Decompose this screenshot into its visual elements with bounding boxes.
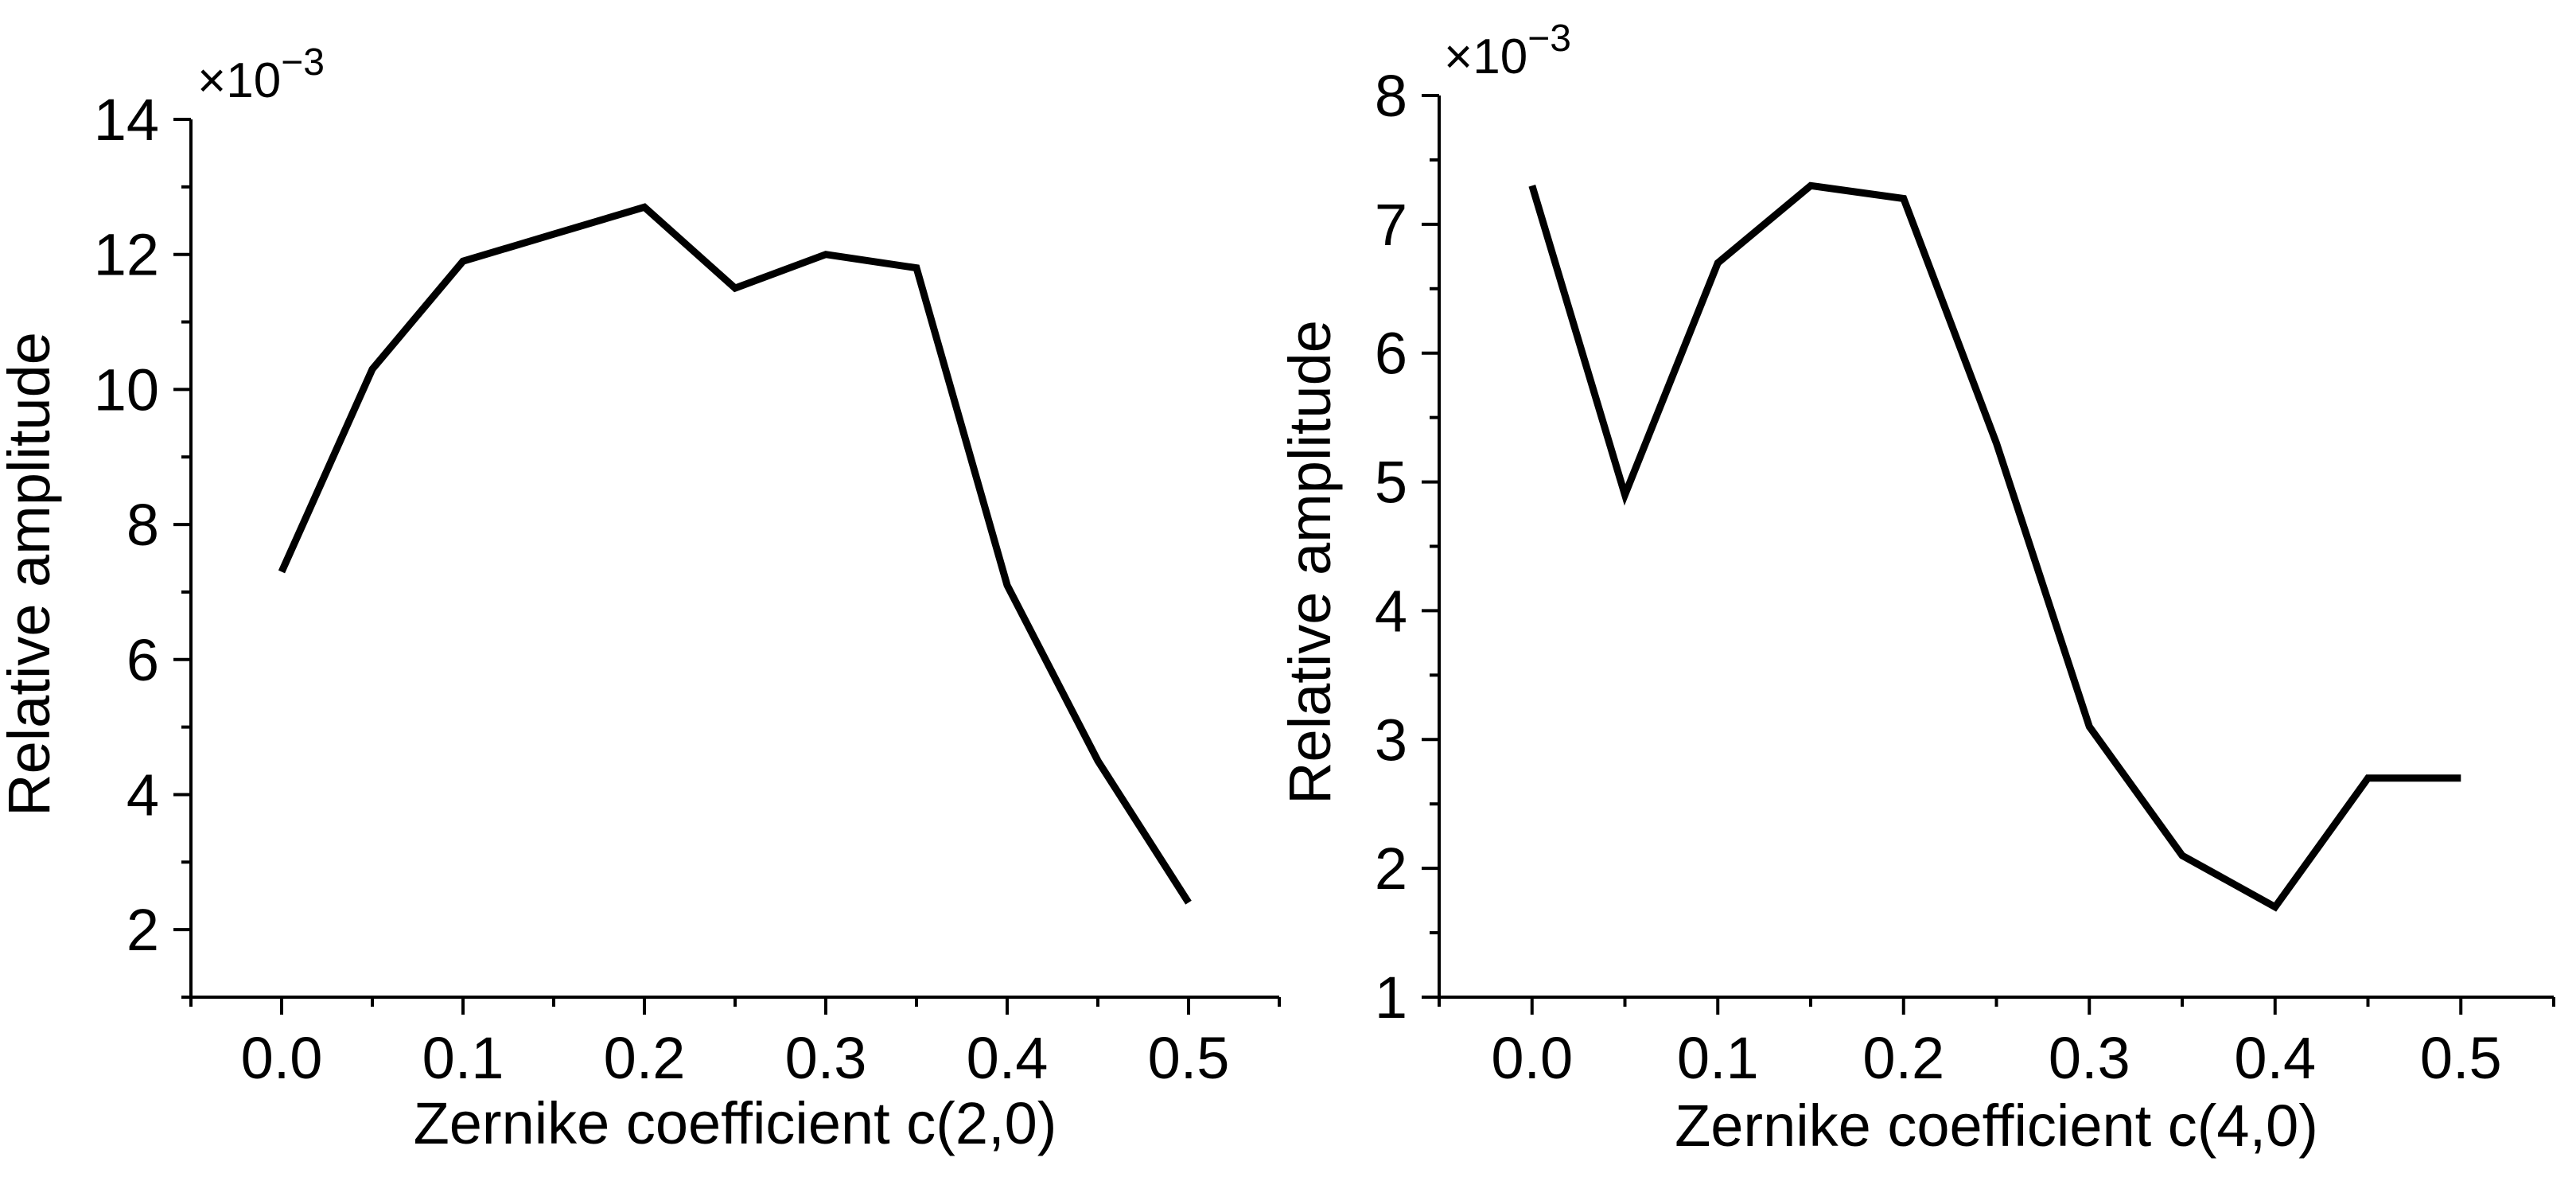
y-multiplier: ×10−3	[1444, 18, 1571, 84]
y-tick-label: 2	[1375, 836, 1407, 902]
x-axis-label: Zernike coefficient c(4,0)	[1675, 1093, 2318, 1159]
series-line	[278, 203, 1192, 905]
x-tick-label: 0.4	[2234, 1025, 2316, 1091]
x-tick-label: 0.0	[1491, 1025, 1573, 1091]
x-tick-label: 0.1	[1677, 1025, 1759, 1091]
y-tick-label: 12	[94, 222, 159, 288]
y-tick-label: 6	[126, 627, 159, 693]
y-tick-label: 10	[94, 357, 159, 423]
x-tick-label: 0.4	[967, 1025, 1049, 1091]
x-tick-label: 0.2	[1862, 1025, 1944, 1091]
y-tick-label: 1	[1375, 965, 1407, 1031]
y-tick-label: 4	[1375, 578, 1407, 644]
series-line	[1528, 181, 2461, 912]
x-tick-label: 0.3	[2049, 1025, 2130, 1091]
y-multiplier: ×10−3	[197, 41, 325, 108]
y-tick-label: 8	[1375, 63, 1407, 129]
x-tick-label: 0.5	[2420, 1025, 2502, 1091]
x-tick-label: 0.3	[785, 1025, 867, 1091]
y-axis-label: Relative amplitude	[0, 332, 62, 816]
x-tick-label: 0.5	[1148, 1025, 1230, 1091]
y-tick-label: 3	[1375, 707, 1407, 773]
chart-left: 0.0 0.1 0.2 0.3 0.4 0.5 2 4 6 8 10 12 14 Zernike coef…	[0, 41, 1281, 1156]
y-tick-label: 4	[126, 762, 159, 828]
y-axis-label: Relative amplitude	[1277, 320, 1343, 805]
y-tick-label: 7	[1375, 192, 1407, 258]
chart-right: 0.0 0.1 0.2 0.3 0.4 0.5 1 2 3 4 5 6 7 8 Zernike coeffi…	[1277, 18, 2555, 1159]
y-tick-label: 8	[126, 492, 159, 558]
y-tick-label: 5	[1375, 450, 1407, 516]
x-tick-label: 0.2	[604, 1025, 686, 1091]
x-axis-label: Zernike coefficient c(2,0)	[414, 1090, 1057, 1156]
y-tick-label: 6	[1375, 321, 1407, 387]
y-tick-label: 14	[94, 87, 159, 153]
y-tick-label: 2	[126, 897, 159, 963]
x-tick-label: 0.0	[241, 1025, 323, 1091]
x-tick-label: 0.1	[422, 1025, 504, 1091]
